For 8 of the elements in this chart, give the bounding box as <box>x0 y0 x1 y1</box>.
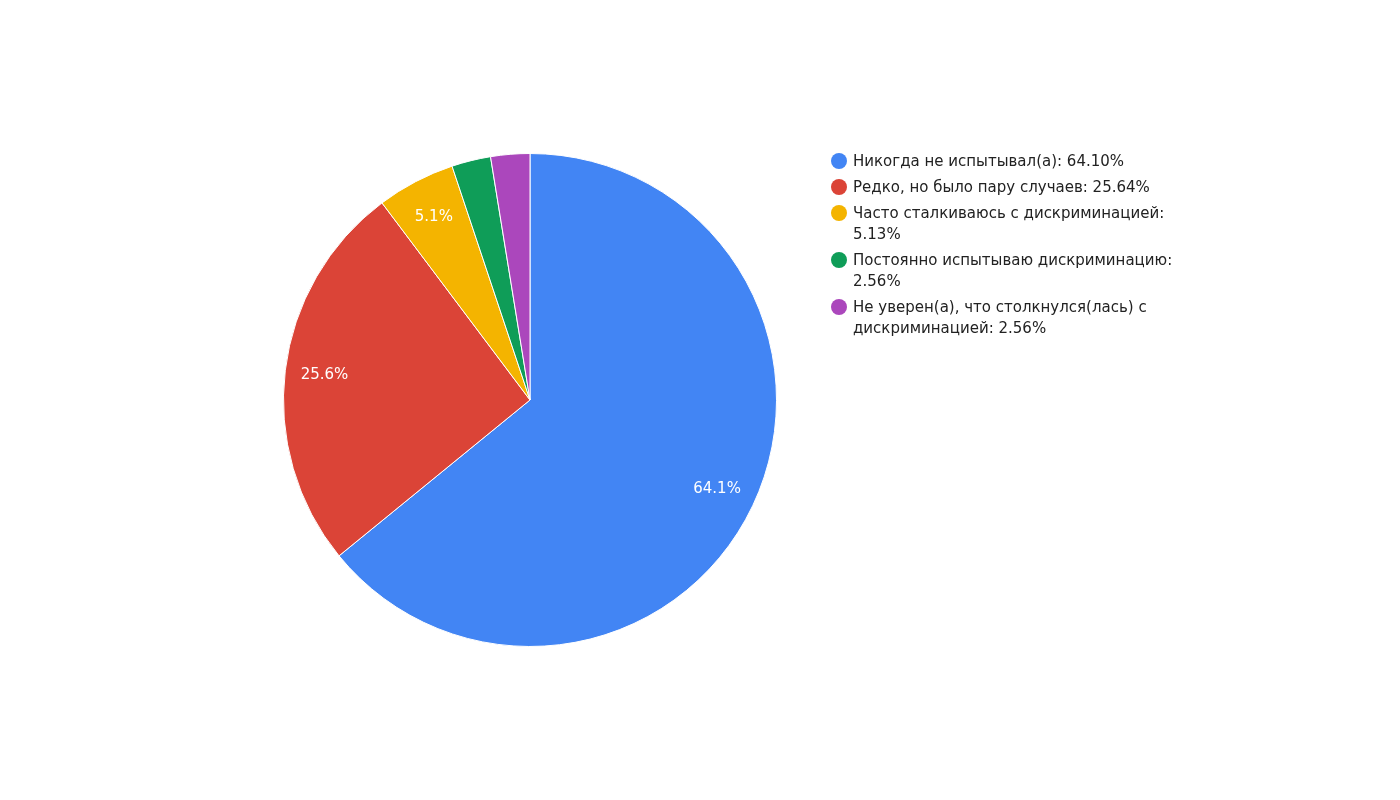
data-label: 25.6% <box>300 364 349 383</box>
legend-label: Не уверен(а), что столкнулся(лась) с дискриминацией: 2.56% <box>853 297 1148 339</box>
legend-label: Постоянно испытываю дискриминацию: 2.56% <box>853 250 1174 292</box>
data-label: 64.1% <box>693 478 741 497</box>
legend-label: Редко, но было пару случаев: 25.64% <box>853 177 1150 198</box>
legend-label: Никогда не испытывал(а): 64.10% <box>853 151 1125 172</box>
legend-label: Часто сталкиваюсь с дискриминацией: 5.13% <box>853 203 1166 245</box>
data-label: 5.1% <box>414 206 453 225</box>
